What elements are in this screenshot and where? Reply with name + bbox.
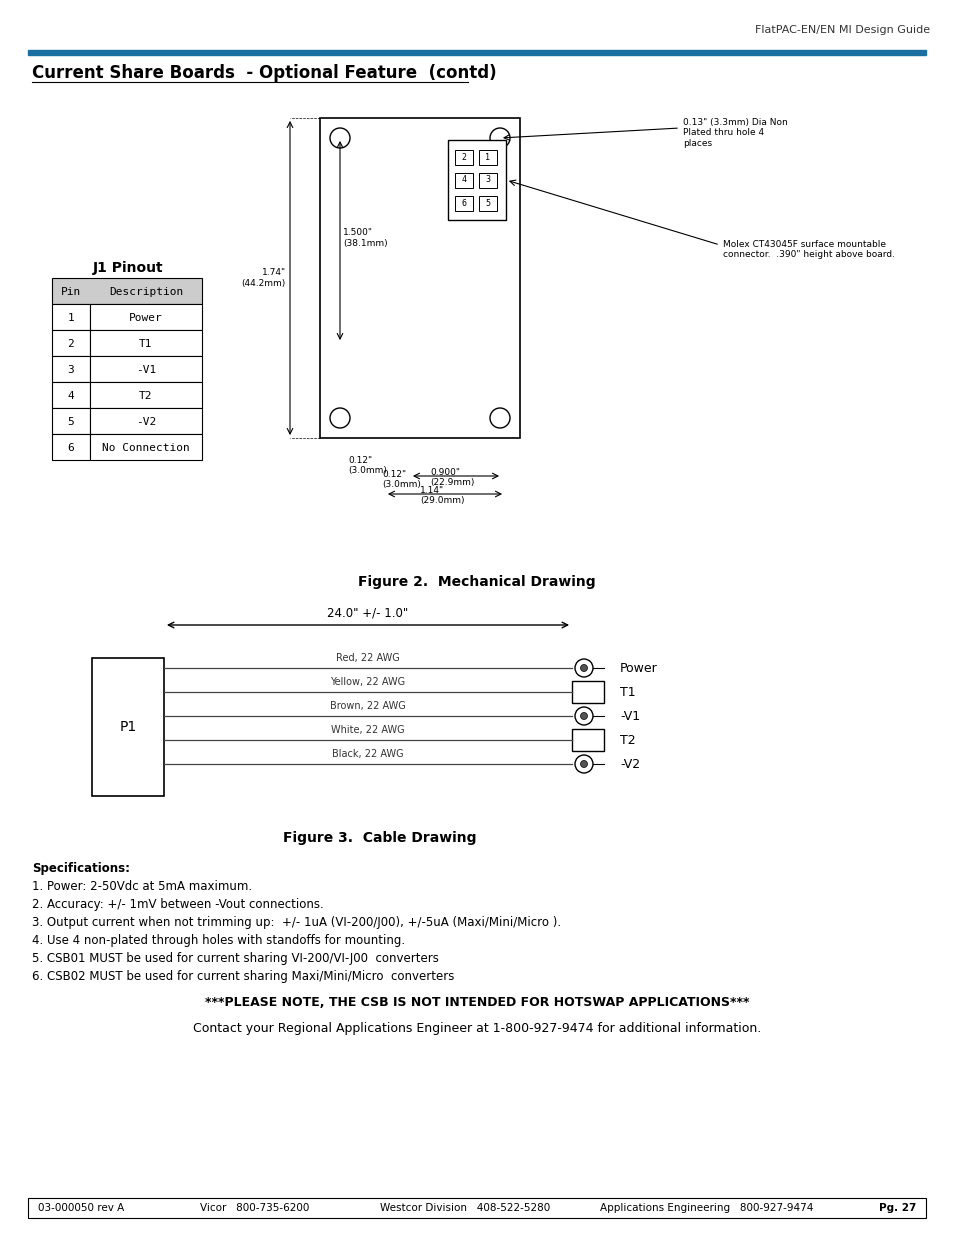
Bar <box>90 408 202 433</box>
Bar <box>52 382 90 408</box>
Text: 0.900"
(22.9mm): 0.900" (22.9mm) <box>430 468 474 488</box>
Bar <box>52 278 202 304</box>
Circle shape <box>579 761 587 767</box>
Text: ***PLEASE NOTE, THE CSB IS NOT INTENDED FOR HOTSWAP APPLICATIONS***: ***PLEASE NOTE, THE CSB IS NOT INTENDED … <box>205 995 748 1009</box>
Text: Applications Engineering   800-927-9474: Applications Engineering 800-927-9474 <box>599 1203 813 1213</box>
Bar <box>91 658 164 797</box>
Text: -V2: -V2 <box>619 757 639 771</box>
Text: Pg. 27: Pg. 27 <box>878 1203 915 1213</box>
Text: 5: 5 <box>68 417 74 427</box>
Text: Current Share Boards  - Optional Feature  (contd): Current Share Boards - Optional Feature … <box>32 64 497 82</box>
Circle shape <box>490 128 510 148</box>
Text: 1: 1 <box>485 152 490 162</box>
Text: -V1: -V1 <box>619 709 639 722</box>
Text: 1.14"
(29.0mm): 1.14" (29.0mm) <box>419 487 464 505</box>
Text: Vicor   800-735-6200: Vicor 800-735-6200 <box>200 1203 309 1213</box>
Text: Yellow, 22 AWG: Yellow, 22 AWG <box>330 677 405 687</box>
Text: 1. Power: 2-50Vdc at 5mA maximum.: 1. Power: 2-50Vdc at 5mA maximum. <box>32 881 252 893</box>
Bar <box>90 356 202 382</box>
Text: 3: 3 <box>485 175 490 184</box>
Bar <box>28 1198 925 1218</box>
Text: Brown, 22 AWG: Brown, 22 AWG <box>330 701 405 711</box>
Bar <box>319 119 519 438</box>
Text: 5: 5 <box>485 199 490 207</box>
Text: Red, 22 AWG: Red, 22 AWG <box>335 653 399 663</box>
Bar <box>478 173 497 188</box>
Bar <box>455 173 473 188</box>
Text: 3: 3 <box>68 366 74 375</box>
Text: Figure 2.  Mechanical Drawing: Figure 2. Mechanical Drawing <box>357 576 596 589</box>
Text: Description: Description <box>109 287 183 296</box>
Bar <box>455 149 473 165</box>
Text: Power: Power <box>129 312 163 324</box>
Text: 1.74"
(44.2mm): 1.74" (44.2mm) <box>241 268 286 288</box>
Circle shape <box>579 664 587 672</box>
Text: Specifications:: Specifications: <box>32 862 130 876</box>
Text: 3. Output current when not trimming up:  +/- 1uA (VI-200/J00), +/-5uA (Maxi/Mini: 3. Output current when not trimming up: … <box>32 916 560 929</box>
Text: J1 Pinout: J1 Pinout <box>92 261 163 275</box>
Text: 0.12"
(3.0mm): 0.12" (3.0mm) <box>381 471 420 489</box>
Text: Power: Power <box>619 662 657 674</box>
Text: Contact your Regional Applications Engineer at 1-800-927-9474 for additional inf: Contact your Regional Applications Engin… <box>193 1023 760 1035</box>
Text: White, 22 AWG: White, 22 AWG <box>331 725 404 735</box>
Text: 4: 4 <box>461 175 466 184</box>
Text: 24.0" +/- 1.0": 24.0" +/- 1.0" <box>327 606 408 619</box>
Text: 5. CSB01 MUST be used for current sharing VI-200/VI-J00  converters: 5. CSB01 MUST be used for current sharin… <box>32 952 438 965</box>
Text: -V1: -V1 <box>135 366 156 375</box>
Text: 2. Accuracy: +/- 1mV between -Vout connections.: 2. Accuracy: +/- 1mV between -Vout conne… <box>32 898 323 911</box>
Text: Figure 3.  Cable Drawing: Figure 3. Cable Drawing <box>283 831 476 845</box>
Text: Molex CT43045F surface mountable
connector.  .390" height above board.: Molex CT43045F surface mountable connect… <box>722 240 894 259</box>
Text: Westcor Division   408-522-5280: Westcor Division 408-522-5280 <box>379 1203 550 1213</box>
Text: 2: 2 <box>68 338 74 350</box>
Text: 6: 6 <box>68 443 74 453</box>
Bar <box>572 680 603 703</box>
Text: 6: 6 <box>461 199 466 207</box>
Bar <box>478 196 497 211</box>
Circle shape <box>330 128 350 148</box>
Text: No Connection: No Connection <box>102 443 190 453</box>
Bar <box>90 433 202 459</box>
Circle shape <box>330 408 350 429</box>
Text: 1.500"
(38.1mm): 1.500" (38.1mm) <box>343 228 387 248</box>
Text: T1: T1 <box>619 685 635 699</box>
Bar <box>52 330 90 356</box>
Text: T1: T1 <box>139 338 152 350</box>
Bar <box>90 382 202 408</box>
Bar <box>90 304 202 330</box>
Text: 03-000050 rev A: 03-000050 rev A <box>38 1203 124 1213</box>
Text: 0.12"
(3.0mm): 0.12" (3.0mm) <box>348 456 387 475</box>
Circle shape <box>579 713 587 720</box>
Circle shape <box>575 755 593 773</box>
Bar <box>90 330 202 356</box>
Circle shape <box>575 706 593 725</box>
Text: FlatPAC-EN/EN MI Design Guide: FlatPAC-EN/EN MI Design Guide <box>754 25 929 35</box>
Text: Black, 22 AWG: Black, 22 AWG <box>332 748 403 760</box>
Bar <box>52 304 90 330</box>
Bar <box>572 729 603 751</box>
Bar <box>52 433 90 459</box>
Text: 6. CSB02 MUST be used for current sharing Maxi/Mini/Micro  converters: 6. CSB02 MUST be used for current sharin… <box>32 969 454 983</box>
Text: 4: 4 <box>68 391 74 401</box>
Bar <box>478 149 497 165</box>
Text: T2: T2 <box>619 734 635 746</box>
Circle shape <box>490 408 510 429</box>
Bar <box>448 140 505 220</box>
Text: T2: T2 <box>139 391 152 401</box>
Bar <box>28 49 925 56</box>
Text: 1: 1 <box>68 312 74 324</box>
Text: 2: 2 <box>461 152 466 162</box>
Text: P1: P1 <box>119 720 136 734</box>
Text: -V2: -V2 <box>135 417 156 427</box>
Circle shape <box>575 659 593 677</box>
Text: Pin: Pin <box>61 287 81 296</box>
Bar <box>455 196 473 211</box>
Text: 0.13" (3.3mm) Dia Non
Plated thru hole 4
places: 0.13" (3.3mm) Dia Non Plated thru hole 4… <box>682 119 787 148</box>
Bar <box>52 356 90 382</box>
Bar <box>52 408 90 433</box>
Text: 4. Use 4 non-plated through holes with standoffs for mounting.: 4. Use 4 non-plated through holes with s… <box>32 934 405 947</box>
